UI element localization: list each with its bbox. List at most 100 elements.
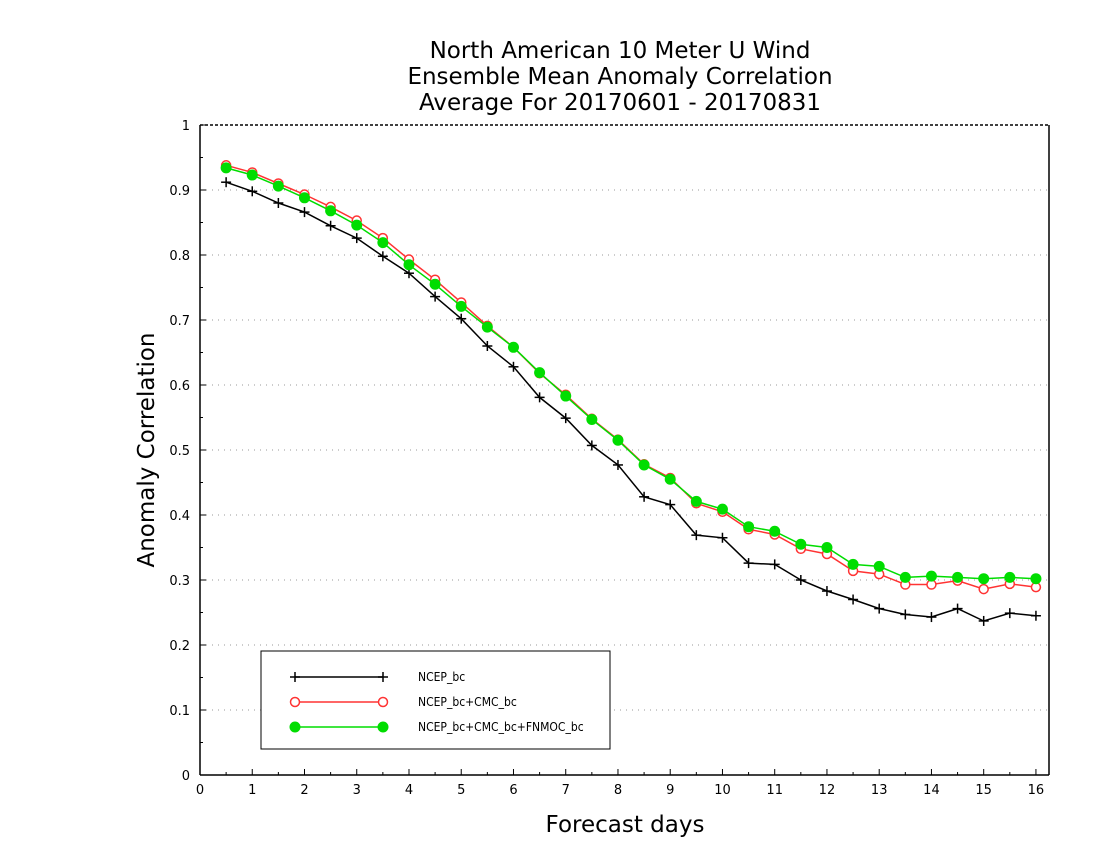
data-point bbox=[821, 586, 832, 597]
x-tick-label: 1 bbox=[248, 783, 256, 798]
data-point bbox=[220, 162, 232, 174]
data-point bbox=[952, 571, 964, 583]
data-point bbox=[769, 525, 781, 537]
title-line-3: Average For 20170601 - 20170831 bbox=[419, 90, 821, 116]
data-point bbox=[664, 473, 676, 485]
data-point bbox=[690, 495, 702, 507]
data-point bbox=[743, 558, 754, 569]
data-point bbox=[639, 491, 650, 502]
data-point bbox=[978, 583, 989, 595]
legend-marker bbox=[289, 721, 301, 733]
x-tick-label: 16 bbox=[1028, 783, 1045, 798]
data-point bbox=[899, 571, 911, 583]
data-point bbox=[665, 499, 676, 510]
data-point bbox=[560, 390, 572, 402]
data-point bbox=[429, 278, 441, 290]
data-point bbox=[743, 521, 755, 533]
y-axis-ticks: 0 0.1 0.2 0.3 0.4 0.5 0.6 0.7 0.8 0.9 1 bbox=[169, 119, 206, 784]
data-point bbox=[926, 612, 937, 623]
y-tick-label: 0.7 bbox=[169, 314, 190, 329]
data-point bbox=[403, 259, 415, 271]
data-point bbox=[1030, 573, 1042, 585]
y-tick-label: 0.1 bbox=[169, 704, 190, 719]
data-point bbox=[900, 609, 911, 620]
series-layer bbox=[220, 160, 1042, 626]
x-tick-label: 7 bbox=[562, 783, 570, 798]
data-point bbox=[455, 300, 467, 312]
x-tick-label: 9 bbox=[666, 783, 674, 798]
axes bbox=[199, 124, 1050, 776]
y-tick-label: 0.9 bbox=[169, 184, 190, 199]
y-axis-label: Anomaly Correlation bbox=[134, 332, 160, 567]
data-point bbox=[717, 532, 728, 543]
data-point bbox=[481, 321, 493, 333]
data-point bbox=[638, 459, 650, 471]
x-tick-label: 15 bbox=[975, 783, 992, 798]
data-point bbox=[874, 603, 885, 614]
data-point bbox=[534, 367, 546, 379]
y-tick-label: 0.4 bbox=[169, 509, 190, 524]
legend-label: NCEP_bc bbox=[418, 670, 465, 684]
y-tick-label: 0.6 bbox=[169, 379, 190, 394]
y-tick-label: 0.5 bbox=[169, 444, 190, 459]
data-point bbox=[299, 207, 310, 218]
data-point bbox=[925, 570, 937, 582]
legend-box bbox=[260, 650, 611, 750]
data-point bbox=[377, 251, 388, 262]
data-point bbox=[507, 341, 519, 353]
y-tick-label: 0.3 bbox=[169, 574, 190, 589]
data-point bbox=[769, 559, 780, 570]
data-point bbox=[612, 434, 624, 446]
x-axis-label: Forecast days bbox=[546, 812, 705, 838]
x-tick-label: 5 bbox=[457, 783, 465, 798]
data-point bbox=[795, 575, 806, 585]
y-tick-label: 1 bbox=[182, 119, 190, 134]
data-point bbox=[1030, 610, 1041, 621]
legend: NCEP_bc NCEP_bc+CMC_bc NCEP_bc+CMC_bc+FNMO… bbox=[260, 650, 611, 750]
data-point bbox=[795, 538, 807, 550]
data-point bbox=[691, 530, 702, 541]
x-axis-ticks: 0 1 2 3 4 5 6 7 8 9 10 11 12 13 14 15 16 bbox=[196, 769, 1044, 798]
data-point bbox=[351, 219, 363, 231]
data-point bbox=[246, 169, 258, 181]
data-point bbox=[325, 220, 336, 231]
x-tick-label: 10 bbox=[714, 783, 731, 798]
data-point bbox=[456, 313, 467, 324]
data-point bbox=[716, 503, 728, 515]
legend-marker bbox=[377, 721, 389, 733]
data-point bbox=[978, 615, 989, 626]
title-line-2: Ensemble Mean Anomaly Correlation bbox=[407, 64, 832, 90]
data-point bbox=[273, 198, 284, 208]
data-point bbox=[586, 440, 597, 451]
data-point bbox=[272, 180, 284, 192]
data-point bbox=[298, 192, 310, 204]
data-point bbox=[1004, 571, 1016, 583]
data-point bbox=[821, 542, 833, 553]
data-point bbox=[247, 186, 258, 197]
data-point bbox=[952, 603, 963, 614]
data-point bbox=[1004, 608, 1015, 619]
data-point bbox=[325, 205, 337, 217]
legend-label: NCEP_bc+CMC_bc+FNMOC_bc bbox=[418, 720, 584, 734]
x-tick-label: 12 bbox=[819, 783, 836, 798]
x-tick-label: 8 bbox=[614, 783, 622, 798]
data-point bbox=[430, 291, 441, 302]
x-tick-label: 3 bbox=[353, 783, 361, 798]
x-tick-label: 4 bbox=[405, 783, 413, 798]
legend-entry-2: NCEP_bc+CMC_bc bbox=[289, 695, 517, 709]
y-tick-label: 0.8 bbox=[169, 249, 190, 264]
x-tick-label: 0 bbox=[196, 783, 204, 798]
data-point bbox=[221, 177, 232, 188]
data-point bbox=[873, 560, 885, 572]
data-point bbox=[351, 233, 362, 244]
legend-entry-3: NCEP_bc+CMC_bc+FNMOC_bc bbox=[289, 720, 584, 734]
legend-label: NCEP_bc+CMC_bc bbox=[418, 695, 517, 709]
data-point bbox=[848, 594, 859, 605]
x-tick-label: 11 bbox=[766, 783, 783, 798]
series-3 bbox=[220, 162, 1042, 585]
y-tick-label: 0.2 bbox=[169, 639, 190, 654]
data-point bbox=[508, 361, 519, 372]
data-point bbox=[482, 341, 493, 351]
x-tick-label: 13 bbox=[871, 783, 888, 798]
